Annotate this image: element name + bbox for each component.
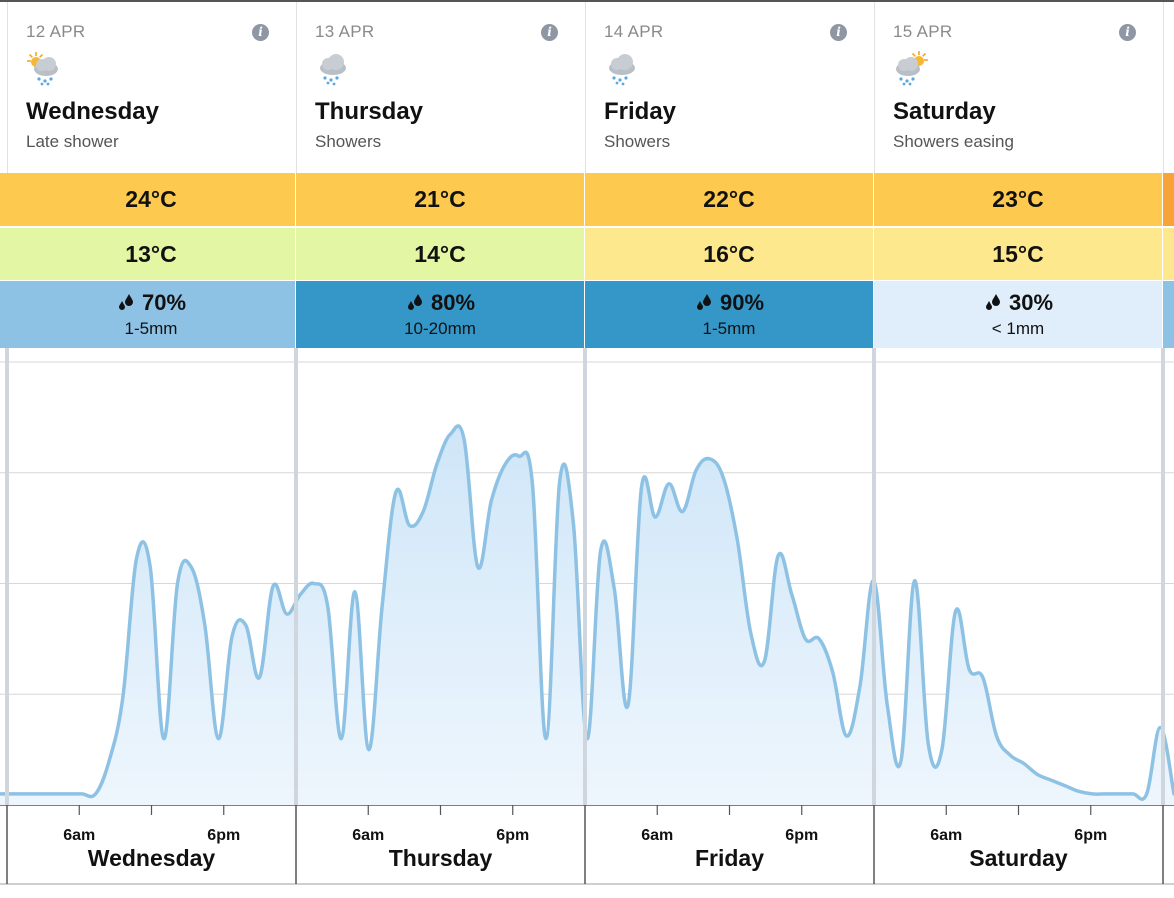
rain-chance-cell: 70% 1-5mm (7, 281, 295, 348)
max-temperature: 22°C (585, 173, 873, 226)
time-tick-label: 6am (641, 827, 673, 844)
top-border (0, 0, 1174, 2)
date-label: 14 APR (604, 22, 664, 41)
forecast-strip: 12 APR i Wednesday Late shower 24°C 13°C… (0, 0, 1174, 348)
raindrops-icon (118, 294, 133, 310)
day-name: Thursday (315, 98, 424, 125)
axis-day-label: Friday (695, 845, 764, 871)
max-temperature: 23°C (874, 173, 1162, 226)
axis-day-label: Saturday (969, 845, 1068, 871)
day-divider (5, 348, 9, 805)
day-divider (294, 348, 298, 805)
rain-amount: 1-5mm (702, 319, 756, 338)
day-name: Saturday (893, 98, 996, 125)
rain-chance-cell (1163, 281, 1174, 348)
min-temperature: 15°C (874, 228, 1162, 280)
rain-amount: 10-20mm (404, 319, 476, 338)
rain-chance-cell: 30% < 1mm (874, 281, 1162, 348)
min-temperature: 16°C (585, 228, 873, 280)
day-description: Showers (604, 132, 671, 151)
min-temperature (1163, 228, 1174, 280)
raindrops-icon (985, 294, 1000, 310)
rain-percent: 90% (719, 290, 765, 315)
cloud-rain-icon (320, 54, 346, 86)
day-name: Wednesday (26, 98, 159, 125)
info-icon[interactable]: i (252, 24, 269, 41)
min-temperature: 13°C (7, 228, 295, 280)
axis-day-label: Wednesday (88, 845, 216, 871)
day-header: 13 APR i Thursday Showers (296, 2, 584, 173)
rain-chance-cell: 90% 1-5mm (585, 281, 873, 348)
info-icon[interactable]: i (830, 24, 847, 41)
raindrops-icon (696, 294, 711, 310)
max-temperature (1163, 173, 1174, 226)
time-tick-label: 6am (63, 827, 95, 844)
info-icon[interactable]: i (1119, 24, 1136, 41)
date-label: 12 APR (26, 22, 86, 41)
rain-area (0, 425, 1174, 805)
forecast-day-card[interactable]: 13 APR i Thursday Showers 21°C 14°C 80% … (296, 2, 584, 348)
forecast-day-card[interactable]: 15 APR i Saturday Showers easing 23°C 15… (874, 2, 1162, 348)
min-temperature: 14°C (296, 228, 584, 280)
rain-percent: 30% (1008, 290, 1054, 315)
max-temperature (0, 173, 7, 226)
time-tick-label: 6am (352, 827, 384, 844)
rain-line (0, 424, 1174, 801)
axis-day-label: Thursday (389, 845, 493, 871)
rain-chance-cell (0, 281, 7, 348)
time-tick-label: 6am (930, 827, 962, 844)
rain-percent: 80% (430, 290, 476, 315)
date-label: 13 APR (315, 22, 375, 41)
time-tick-label: 6pm (1074, 827, 1107, 844)
forecast-day-card[interactable]: 14 APR i Friday Showers 22°C 16°C 90% 1-… (585, 2, 873, 348)
next-day-peek[interactable] (1163, 2, 1174, 348)
day-header: 15 APR i Saturday Showers easing (874, 2, 1162, 173)
raindrops-icon (407, 294, 422, 310)
time-tick-label: 6pm (496, 827, 529, 844)
day-description: Showers (315, 132, 382, 151)
date-label: 15 APR (893, 22, 953, 41)
day-name: Friday (604, 98, 677, 125)
time-tick-label: 6pm (207, 827, 240, 844)
prev-day-peek[interactable] (0, 2, 7, 348)
day-divider (583, 348, 587, 805)
sun-cloud-rain-icon (896, 51, 928, 86)
time-tick-label: 6pm (785, 827, 818, 844)
rain-amount: 1-5mm (124, 319, 178, 338)
max-temperature: 24°C (7, 173, 295, 226)
day-dividers (5, 348, 1165, 805)
day-header: 14 APR i Friday Showers (585, 2, 873, 173)
rain-chance-cell: 80% 10-20mm (296, 281, 584, 348)
day-header (1163, 2, 1174, 173)
day-description: Late shower (26, 132, 119, 151)
cloud-rain-icon (609, 54, 635, 86)
min-temperature (0, 228, 7, 280)
day-divider (1161, 348, 1165, 805)
max-temperature: 21°C (296, 173, 584, 226)
sun-cloud-rain-icon (27, 52, 58, 86)
info-icon[interactable]: i (541, 24, 558, 41)
day-description: Showers easing (893, 132, 1014, 151)
rain-amount: < 1mm (991, 319, 1045, 338)
day-header: 12 APR i Wednesday Late shower (7, 2, 295, 173)
day-divider (872, 348, 876, 805)
rain-percent: 70% (141, 290, 187, 315)
forecast-day-card[interactable]: 12 APR i Wednesday Late shower 24°C 13°C… (7, 2, 295, 348)
